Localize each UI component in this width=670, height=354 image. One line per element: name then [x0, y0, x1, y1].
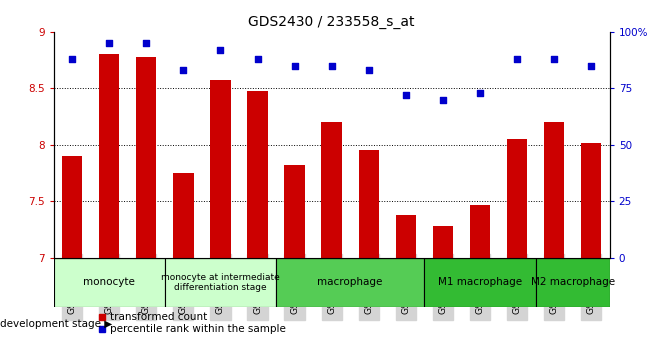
Point [289, 63, 300, 69]
Title: GDS2430 / 233558_s_at: GDS2430 / 233558_s_at [249, 16, 415, 29]
Bar [535, 258, 610, 307]
Bar [424, 258, 535, 307]
Point [178, 67, 189, 73]
Bar [247, 91, 268, 258]
Bar [99, 55, 119, 258]
Text: monocyte at intermediate
differentiation stage: monocyte at intermediate differentiation… [161, 273, 280, 292]
Bar [322, 122, 342, 258]
Bar [470, 205, 490, 258]
Legend: transformed count, percentile rank within the sample: transformed count, percentile rank withi… [98, 312, 286, 334]
Point [549, 56, 559, 62]
Text: development stage ▶: development stage ▶ [0, 319, 113, 329]
Text: M1 macrophage: M1 macrophage [438, 277, 522, 287]
Bar [544, 122, 564, 258]
Point [363, 67, 374, 73]
Bar [62, 156, 82, 258]
Text: monocyte: monocyte [83, 277, 135, 287]
Text: M2 macrophage: M2 macrophage [531, 277, 614, 287]
Point [252, 56, 263, 62]
Point [401, 92, 411, 98]
Point [104, 40, 115, 46]
Bar [210, 80, 230, 258]
Point [215, 47, 226, 53]
Bar [395, 215, 416, 258]
Bar [165, 258, 276, 307]
Bar [136, 57, 157, 258]
Bar [54, 258, 165, 307]
Bar [284, 165, 305, 258]
Bar [276, 258, 424, 307]
Point [512, 56, 523, 62]
Point [586, 63, 596, 69]
Point [474, 90, 485, 96]
Point [67, 56, 78, 62]
Bar [173, 173, 194, 258]
Point [438, 97, 448, 102]
Text: macrophage: macrophage [318, 277, 383, 287]
Point [326, 63, 337, 69]
Bar [433, 226, 453, 258]
Bar [358, 150, 379, 258]
Bar [581, 143, 602, 258]
Bar [507, 139, 527, 258]
Point [141, 40, 151, 46]
